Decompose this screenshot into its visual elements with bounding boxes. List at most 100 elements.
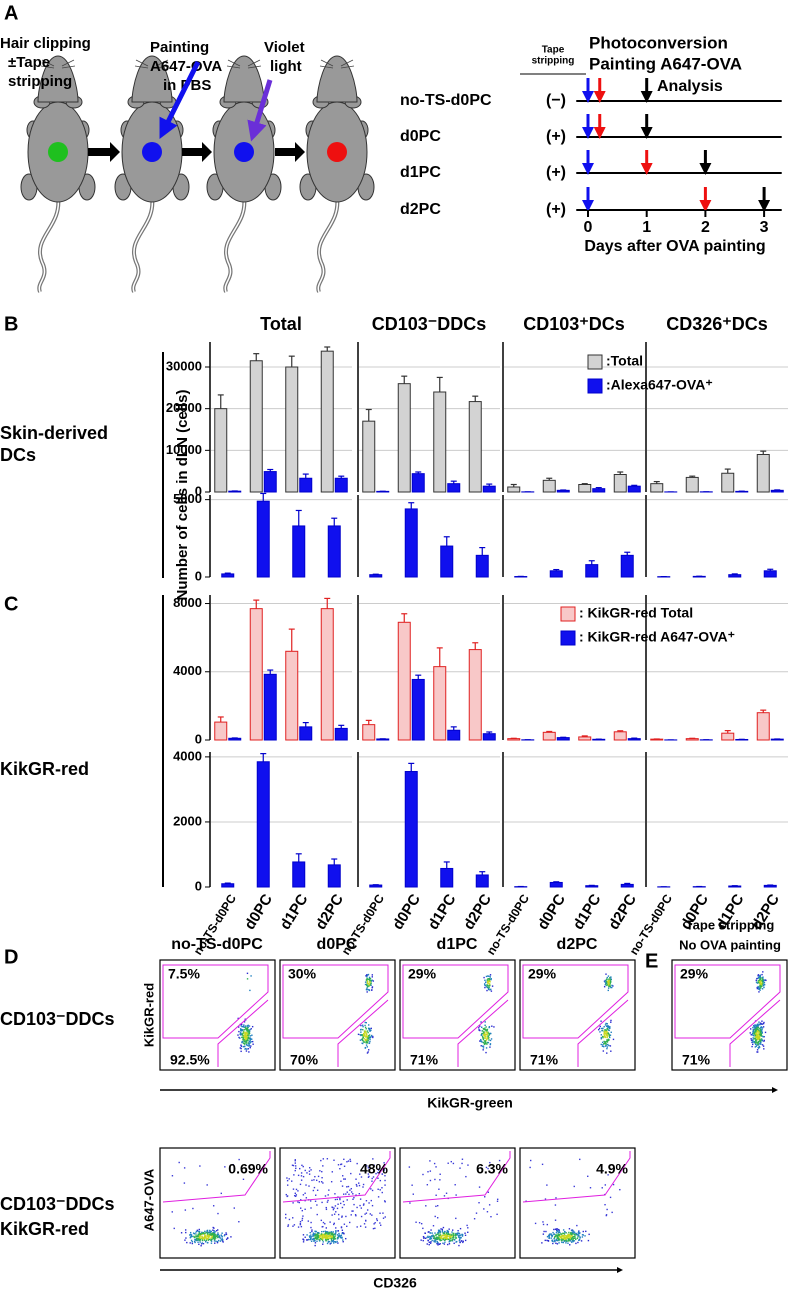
event-dot: [218, 1236, 221, 1238]
y-tick-label: 4000: [173, 663, 202, 678]
event-dot: [571, 1237, 574, 1239]
x-tick-label: d0PC: [241, 891, 276, 933]
event-dot: [220, 1235, 223, 1237]
gate-percent: 4.9%: [596, 1161, 628, 1177]
event-dot: [316, 1240, 318, 1242]
event-dot: [355, 1178, 357, 1180]
event-dot: [366, 974, 368, 977]
event-dot: [604, 1024, 607, 1026]
event-dot: [764, 1031, 767, 1034]
event-dot: [248, 1036, 250, 1038]
event-dot: [214, 1238, 216, 1241]
event-dot: [574, 1237, 576, 1239]
event-dot: [292, 1188, 295, 1190]
event-dot: [761, 1020, 763, 1022]
event-dot: [367, 1051, 369, 1053]
event-dot: [356, 1206, 358, 1209]
event-dot: [367, 985, 369, 987]
event-dot: [759, 980, 762, 982]
event-dot: [300, 1172, 303, 1174]
event-dot: [446, 1234, 449, 1237]
event-dot: [608, 1044, 610, 1047]
event-dot: [429, 1232, 431, 1234]
event-dot: [758, 975, 761, 977]
mouse: [298, 54, 376, 294]
event-dot: [383, 1169, 386, 1171]
event-dot: [556, 1234, 559, 1237]
bar: [592, 738, 606, 741]
event-dot: [601, 1035, 604, 1038]
event-dot: [371, 974, 374, 976]
event-dot: [372, 1036, 374, 1039]
event-dot: [250, 1045, 252, 1047]
bar: [728, 885, 742, 888]
event-dot: [221, 1232, 223, 1234]
bar: [542, 479, 556, 493]
event-dot: [604, 981, 606, 983]
event-dot: [442, 1226, 445, 1229]
column-header: d1PC: [437, 936, 478, 953]
event-dot: [575, 1242, 577, 1245]
event-dot: [411, 1184, 413, 1186]
event-dot: [318, 1181, 321, 1183]
event-dot: [751, 1041, 753, 1044]
event-dot: [216, 1233, 219, 1236]
event-dot: [364, 1039, 366, 1042]
event-dot: [308, 1173, 311, 1175]
event-dot: [369, 979, 371, 982]
event-dot: [757, 1036, 759, 1038]
event-dot: [317, 1175, 320, 1178]
bar: [256, 761, 270, 888]
event-dot: [561, 1237, 563, 1239]
event-dot: [607, 1025, 609, 1028]
event-dot: [450, 1237, 452, 1240]
event-dot: [336, 1237, 339, 1239]
event-dot: [484, 1041, 486, 1044]
event-dot: [442, 1237, 445, 1239]
event-dot: [198, 1232, 200, 1234]
gate-percent: 71%: [530, 1052, 559, 1068]
event-dot: [336, 1238, 339, 1240]
event-dot: [248, 1042, 250, 1045]
bar: [299, 477, 313, 493]
event-dot: [360, 1031, 362, 1033]
panel-letter: D: [4, 946, 18, 968]
event-dot: [756, 1023, 759, 1025]
bar: [292, 861, 306, 888]
y-tick-label: 8000: [173, 595, 202, 610]
event-dot: [604, 1029, 606, 1031]
event-dot: [479, 1025, 481, 1027]
event-dot: [212, 1229, 214, 1231]
event-dot: [452, 1162, 455, 1165]
event-dot: [484, 1196, 486, 1198]
flow-plot: [399, 959, 516, 1071]
event-dot: [445, 1232, 448, 1234]
event-dot: [464, 1232, 466, 1234]
event-dot: [542, 1221, 544, 1223]
event-dot: [200, 1243, 203, 1245]
event-dot: [198, 1236, 200, 1239]
event-dot: [605, 1214, 608, 1216]
bar: [299, 726, 313, 741]
event-dot: [305, 1239, 308, 1241]
event-dot: [758, 1032, 760, 1035]
event-dot: [448, 1233, 450, 1236]
event-dot: [205, 1240, 207, 1243]
event-dot: [324, 1223, 326, 1225]
gate-percent: 7.5%: [168, 966, 200, 982]
event-dot: [756, 1024, 759, 1026]
event-dot: [308, 1185, 310, 1187]
event-dot: [331, 1235, 334, 1237]
painting-label: Painting A647-OVA: [589, 54, 742, 73]
step-arrow: [182, 142, 212, 162]
event-dot: [362, 1183, 365, 1186]
event-dot: [478, 1202, 480, 1204]
event-dot: [237, 1017, 239, 1020]
bar: [411, 678, 425, 741]
event-dot: [756, 1034, 759, 1036]
tape-status: (+): [546, 128, 566, 145]
event-dot: [203, 1238, 205, 1240]
event-dot: [340, 1163, 342, 1166]
event-dot: [759, 1022, 762, 1024]
event-dot: [324, 1231, 327, 1234]
